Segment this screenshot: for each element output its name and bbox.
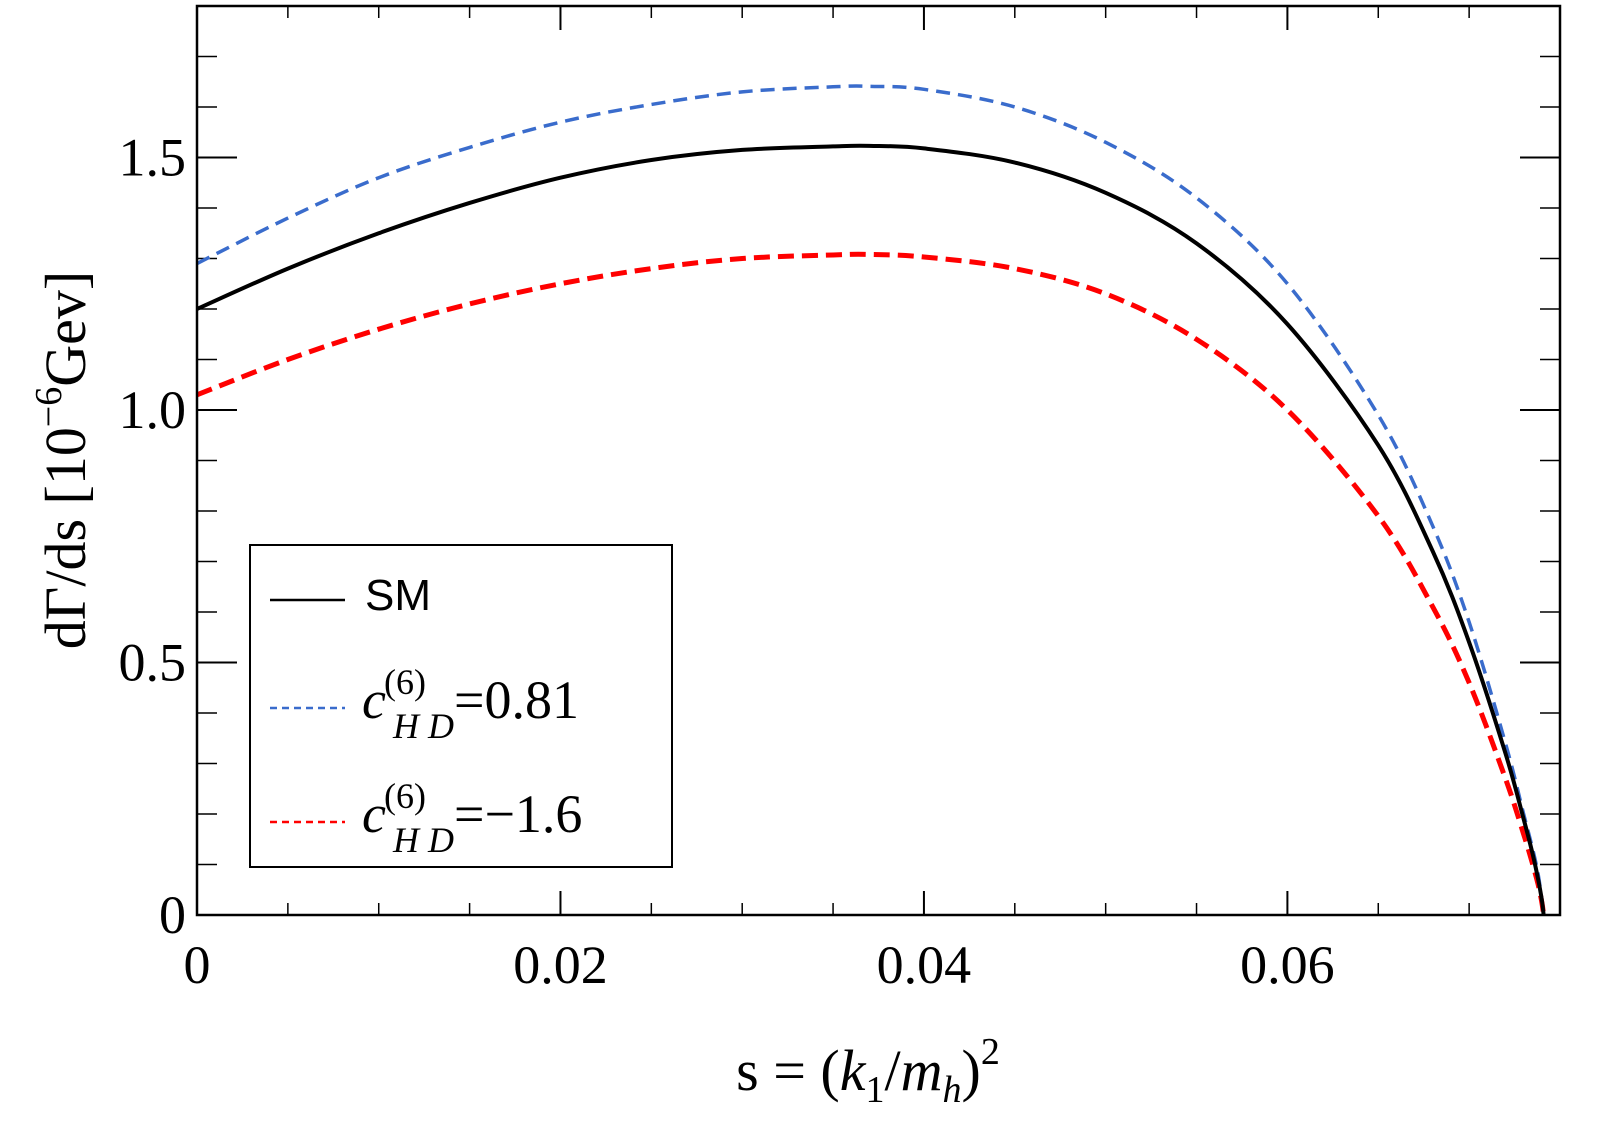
- x-tick-label: 0: [184, 935, 211, 995]
- series-line-sm: [196, 143, 1546, 916]
- y-tick-label: 1.0: [119, 380, 187, 440]
- x-tick-label: 0.02: [513, 935, 608, 995]
- legend-coef-chd-081: c: [362, 670, 386, 730]
- y-tick-label: 1.5: [119, 128, 187, 188]
- legend-label-chd-m16: c(6) H D=−1.6: [362, 776, 582, 860]
- tick-labels: 0 0.02 0.04 0.06 0 0.5 1.0 1.5: [119, 128, 1335, 996]
- legend: SM c(6) H D=0.81 c(6) H D=−1.6: [249, 544, 673, 868]
- x-axis-title-k: k: [840, 1038, 867, 1103]
- legend-sub-chd-081: H D: [392, 706, 454, 746]
- legend-sub-chd-m16: H D: [392, 820, 454, 860]
- y-axis-title: dΓ/ds [10−6Gev]: [28, 271, 98, 649]
- legend-sup-chd-081: (6): [384, 662, 426, 702]
- x-tick-label: 0.04: [877, 935, 972, 995]
- x-axis-title-k-sub: 1: [866, 1069, 885, 1111]
- x-axis-title-slash: /: [885, 1038, 902, 1103]
- y-axis-title-unit: Gev]: [33, 271, 98, 387]
- series-line-chd-m16: [196, 251, 1547, 916]
- plot-frame: [195, 4, 1562, 917]
- legend-value-chd-081: =0.81: [454, 670, 579, 730]
- legend-coef-chd-m16: c: [362, 784, 386, 844]
- legend-value-chd-m16: =−1.6: [454, 784, 582, 844]
- x-axis-title-exponent: 2: [981, 1031, 1000, 1073]
- series-layer: [196, 84, 1547, 916]
- x-axis-title-lhs: s = (: [736, 1038, 840, 1103]
- x-axis-title-m: m: [901, 1038, 943, 1103]
- legend-sup-chd-m16: (6): [384, 776, 426, 816]
- x-axis-title-rhs: ): [962, 1038, 981, 1103]
- y-tick-label: 0.5: [119, 633, 187, 693]
- y-tick-label: 0: [159, 885, 186, 945]
- legend-box: [249, 544, 673, 868]
- x-axis-title-m-sub: h: [943, 1069, 962, 1111]
- legend-label-chd-081: c(6) H D=0.81: [362, 662, 579, 746]
- x-tick-label: 0.06: [1240, 935, 1335, 995]
- x-axis-title: s = (k1/mh)2: [736, 1031, 1000, 1111]
- y-axis-title-exponent: −6: [28, 387, 70, 427]
- legend-label-sm: SM: [365, 571, 431, 620]
- y-axis-title-main: dΓ/ds [10: [33, 427, 98, 649]
